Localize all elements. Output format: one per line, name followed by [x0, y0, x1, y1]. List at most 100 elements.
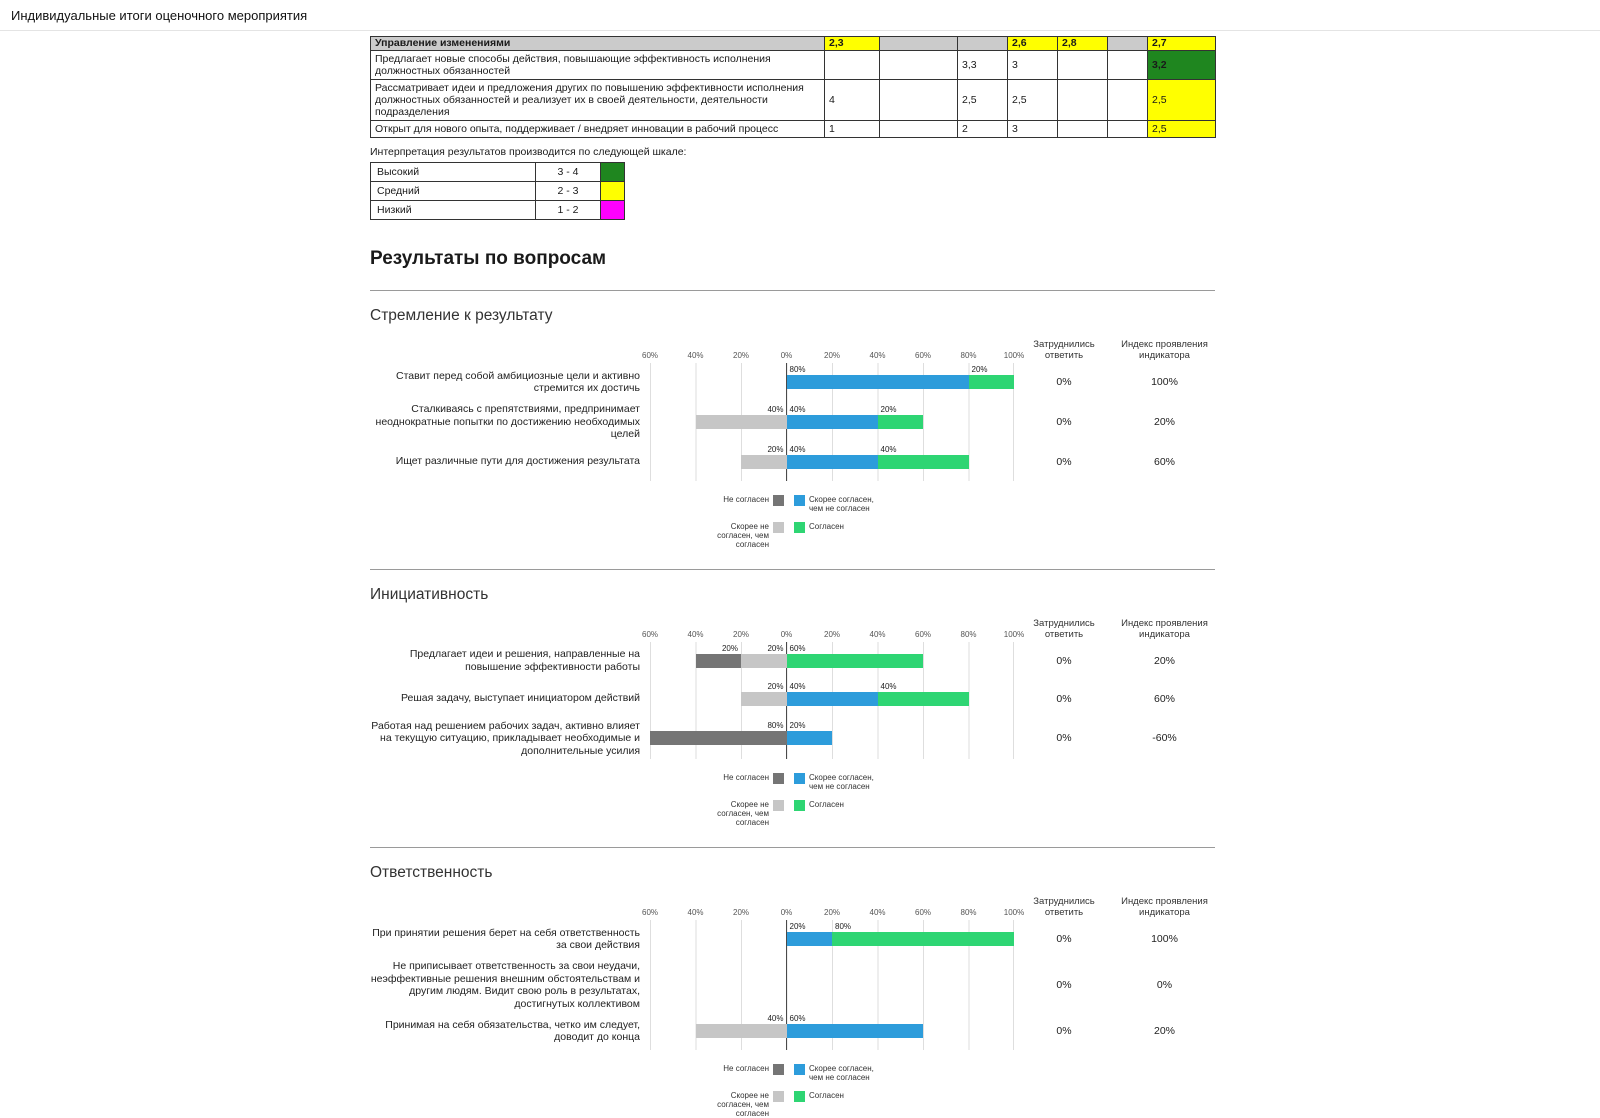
legend-label: Не согласен — [723, 1064, 769, 1073]
axis-tick-label: 40% — [869, 908, 886, 917]
score-cell: 2,5 — [1147, 79, 1216, 121]
indicator-index-value: 20% — [1153, 415, 1175, 428]
difficult-answer-value: 0% — [1056, 654, 1072, 667]
legend-label: Скорее согласен, чем не согласен — [809, 1064, 874, 1082]
bar-value-label: 80% — [767, 721, 784, 731]
competency-table-body: Управление изменениями 2,3 2,6 2,8 2,7 Предла… — [370, 36, 1216, 138]
legend-swatch-rather_disagree — [773, 800, 784, 811]
bar-value-label: 20% — [767, 643, 784, 653]
score-cell: 2,5 — [1007, 79, 1058, 121]
axis-tick-label: 100% — [1003, 629, 1025, 639]
legend-item: Не согласен — [699, 773, 784, 791]
bar-segment-agree — [968, 375, 1014, 389]
legend-label: Скорее не согласен, чем согласен — [717, 1091, 769, 1118]
chart-section: Стремление к результату 60% 40% 20% 0% 20% 40%… — [370, 290, 1215, 549]
legend-swatch-agree — [794, 1091, 805, 1102]
scale-level-label: Низкий — [370, 200, 536, 220]
indicator-row: Предлагает новые способы действия, повыш… — [370, 50, 1216, 80]
scale-level-label: Средний — [370, 181, 536, 201]
scale-intro: Интерпретация результатов производится п… — [370, 146, 687, 158]
bar-value-label: 80% — [835, 922, 852, 931]
score-cell: 3,3 — [957, 50, 1008, 80]
axis-tick-label: 40% — [687, 351, 704, 360]
score-cell — [1057, 120, 1108, 138]
chart-section: Инициативность 60% 40% 20% 0% 20% 40% 60% 80% 100… — [370, 568, 1215, 827]
legend-item: Согласен — [794, 800, 894, 827]
axis-tick-label: 0% — [780, 629, 793, 639]
axis-tick-label: 40% — [687, 908, 704, 917]
section-divider — [370, 847, 1215, 848]
bar-segment-disagree — [695, 653, 741, 668]
bar-segment-rather_agree — [786, 454, 878, 469]
scale-table-body: Высокий 3 - 4 Средний 2 - 3 Низкий 1 - 2 — [370, 162, 625, 220]
score-cell: 2,7 — [1147, 36, 1216, 51]
bar-segment-rather_agree — [786, 414, 878, 429]
chart-row-label: Ищет различные пути для достижения резул… — [395, 455, 640, 468]
chart-header-spacer — [370, 890, 650, 920]
scale-range-value: 3 - 4 — [535, 162, 601, 182]
legend-swatch-rather_agree — [794, 494, 805, 506]
score-cell: 2,5 — [957, 79, 1008, 121]
scale-row: Высокий 3 - 4 — [370, 162, 625, 182]
scale-range-value: 1 - 2 — [535, 200, 601, 220]
legend-swatch-agree — [794, 521, 805, 533]
axis-tick-label: 0% — [780, 351, 793, 360]
column-header-index: Индекс проявления индикатора — [1121, 896, 1208, 918]
axis-tick-label: 20% — [732, 629, 750, 639]
chart: 60% 40% 20% 0% 20% 40% 60% 80% 100% Затруднились … — [370, 333, 1215, 481]
axis-tick-label: 80% — [960, 629, 977, 639]
competency-table: Управление изменениями 2,3 2,6 2,8 2,7 Предла… — [370, 36, 1216, 138]
chart-row-plot: 20% 20% 60% — [650, 641, 1014, 680]
difficult-answer-value: 0% — [1056, 732, 1072, 745]
axis-tick-label: 60% — [641, 629, 659, 639]
indicator-index-value: -60% — [1152, 732, 1177, 745]
legend-label: Скорее не согласен, чем согласен — [717, 800, 769, 827]
legend-label: Скорее не согласен, чем согласен — [717, 521, 769, 549]
chart-section-title: Инициативность — [370, 585, 489, 603]
chart-row-plot: 40% 40% 20% — [650, 401, 1014, 443]
legend-label: Согласен — [809, 800, 844, 809]
legend-label: Не согласен — [723, 494, 769, 504]
chart-row-label: Не приписывает ответственность за свои н… — [370, 960, 640, 1010]
bar-segment-rather_disagree — [741, 653, 787, 668]
chart-row-plot: 80% 20% — [650, 717, 1014, 759]
legend-item: Скорее согласен, чем не согласен — [794, 1064, 894, 1082]
axis-tick-label: 100% — [1003, 908, 1025, 917]
axis-tick-label: 60% — [914, 351, 932, 360]
column-header-index: Индекс проявления индикатора — [1121, 339, 1208, 361]
chart-row-label: Ставит перед собой амбициозные цели и ак… — [395, 369, 640, 395]
legend-label: Согласен — [809, 521, 844, 531]
bar-segment-rather_agree — [786, 1024, 923, 1038]
axis-tick-label: 60% — [914, 629, 932, 639]
column-header-difficult: Затруднились ответить — [1033, 617, 1095, 640]
section-divider — [370, 568, 1215, 570]
difficult-answer-value: 0% — [1056, 455, 1072, 468]
scale-color-swatch — [600, 162, 625, 182]
score-cell: 3 — [1007, 120, 1058, 138]
bar-value-label: 20% — [721, 643, 738, 653]
indicator-index-value: 60% — [1153, 692, 1175, 705]
chart-section-title: Стремление к результату — [370, 307, 553, 324]
bar-segment-agree — [786, 653, 923, 668]
section-divider — [370, 290, 1215, 291]
scale-row: Средний 2 - 3 — [370, 181, 625, 201]
score-cell — [1107, 79, 1148, 121]
score-cell: 2,8 — [1057, 36, 1108, 51]
axis-tick-label: 20% — [823, 629, 841, 639]
difficult-answer-value: 0% — [1056, 933, 1072, 945]
bar-segment-rather_agree — [786, 375, 969, 389]
scale-table: Высокий 3 - 4 Средний 2 - 3 Низкий 1 - 2 — [370, 162, 625, 220]
scale-range-value: 2 - 3 — [535, 181, 601, 201]
bar-segment-rather_agree — [786, 932, 832, 946]
page-header: Индивидуальные итоги оценочного мероприя… — [0, 0, 1600, 31]
scale-color-swatch — [600, 200, 625, 220]
legend-item: Скорее согласен, чем не согласен — [794, 773, 894, 791]
indicator-index-value: 60% — [1153, 455, 1175, 468]
legend-swatch-disagree — [773, 494, 784, 506]
score-cell — [824, 50, 880, 80]
chart-row-plot: 80% 20% — [650, 363, 1014, 401]
bar-value-label: 40% — [880, 444, 897, 454]
axis-tick-label: 20% — [823, 908, 841, 917]
bar-segment-rather_disagree — [695, 1024, 787, 1038]
chart-legend: Не согласен Скорее согласен, чем не согла… — [699, 773, 894, 827]
